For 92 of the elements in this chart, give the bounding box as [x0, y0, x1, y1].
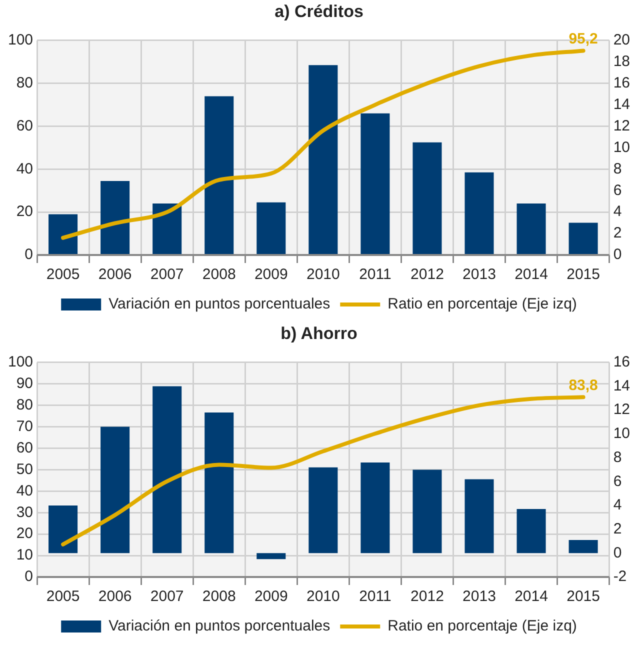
x-tick-label: 2008 [202, 588, 236, 606]
y-tick-label: 90 [16, 375, 34, 392]
y-tick-label: 10 [16, 546, 34, 564]
y2-tick-label: 0 [613, 544, 622, 562]
chart-title: b) Ahorro [280, 324, 358, 343]
y-tick-label: 0 [24, 568, 34, 586]
legend-label: Variación en puntos porcentuales [108, 296, 330, 313]
y-tick-label: 70 [16, 418, 34, 435]
y2-tick-label: 16 [613, 354, 630, 371]
bar [256, 202, 286, 255]
bar [204, 96, 234, 255]
x-tick-label: 2014 [514, 588, 548, 606]
legend-label: Ratio en porcentaje (Eje izq) [388, 618, 577, 635]
legend-label: Variación en puntos porcentuales [108, 618, 330, 635]
bar [412, 470, 442, 554]
y2-tick-label: 4 [613, 496, 622, 514]
bar [464, 479, 494, 554]
y2-tick-label: 6 [613, 472, 622, 490]
y-tick-label: 40 [16, 482, 34, 500]
bar [464, 172, 494, 255]
bar [100, 180, 130, 255]
y-tick-label: 60 [16, 117, 34, 134]
bar [256, 553, 286, 560]
x-tick-label: 2011 [359, 266, 392, 284]
bar [204, 412, 234, 554]
x-tick-label: 2015 [566, 588, 600, 606]
bar [48, 505, 78, 554]
y-tick-label: 30 [16, 504, 34, 521]
y-tick-label: 20 [16, 525, 34, 542]
x-tick-label: 2006 [98, 588, 132, 606]
chart-title: a) Créditos [274, 2, 364, 21]
bar [308, 65, 338, 255]
y2-tick-label: 2 [613, 224, 622, 242]
bar [100, 426, 130, 554]
y2-tick-label: 18 [613, 53, 630, 70]
legend-label: Ratio en porcentaje (Eje izq) [388, 296, 577, 313]
x-tick-label: 2010 [306, 588, 340, 606]
y-tick-label: 60 [16, 439, 34, 456]
bar [516, 203, 546, 255]
x-tick-label: 2005 [46, 588, 80, 606]
y2-tick-label: 6 [613, 182, 622, 199]
x-tick-label: 2013 [462, 588, 496, 606]
x-tick-label: 2006 [98, 266, 132, 284]
annotation: 83,8 [568, 376, 598, 394]
bar [516, 509, 546, 554]
y-tick-label: 100 [8, 32, 34, 49]
line-series [61, 395, 586, 546]
y2-tick-label: -2 [613, 568, 627, 586]
y2-tick-label: 12 [613, 401, 630, 418]
x-tick-label: 2005 [46, 266, 80, 284]
x-tick-label: 2007 [150, 266, 184, 284]
y2-tick-label: 8 [613, 448, 622, 466]
annotation: 95,2 [568, 30, 598, 48]
y2-tick-label: 14 [613, 377, 630, 394]
y2-tick-label: 16 [613, 74, 630, 92]
y-tick-label: 50 [16, 460, 34, 478]
line-series [61, 48, 586, 240]
bar [360, 462, 390, 554]
bar [152, 203, 182, 255]
y2-tick-label: 4 [613, 203, 622, 220]
x-tick-label: 2011 [359, 588, 392, 606]
bar [48, 214, 78, 255]
y2-tick-label: 2 [613, 520, 622, 538]
x-tick-label: 2012 [410, 588, 444, 606]
y2-tick-label: 14 [613, 96, 630, 113]
bar [568, 540, 598, 554]
bar [360, 113, 390, 255]
y-tick-label: 80 [16, 396, 34, 414]
x-tick-label: 2013 [462, 266, 496, 284]
x-tick-label: 2010 [306, 266, 340, 284]
x-tick-label: 2008 [202, 266, 236, 284]
y2-tick-label: 10 [613, 138, 630, 156]
x-tick-label: 2015 [566, 266, 600, 284]
x-tick-label: 2012 [410, 266, 444, 284]
y-tick-label: 100 [8, 354, 34, 371]
y2-tick-label: 10 [613, 425, 630, 442]
y-tick-label: 20 [16, 203, 34, 220]
x-tick-label: 2014 [514, 266, 548, 284]
bar [308, 467, 338, 554]
bar [412, 142, 442, 255]
x-tick-label: 2007 [150, 588, 184, 606]
y-tick-label: 80 [16, 74, 34, 92]
y2-tick-label: 0 [613, 246, 622, 264]
y-tick-label: 0 [24, 246, 34, 264]
x-tick-label: 2009 [254, 266, 288, 284]
x-tick-label: 2009 [254, 588, 288, 606]
y2-tick-label: 8 [613, 160, 622, 178]
bar [568, 222, 598, 255]
y2-tick-label: 20 [613, 32, 630, 49]
bar [152, 386, 182, 554]
y2-tick-label: 12 [613, 117, 630, 134]
y-tick-label: 40 [16, 160, 34, 178]
